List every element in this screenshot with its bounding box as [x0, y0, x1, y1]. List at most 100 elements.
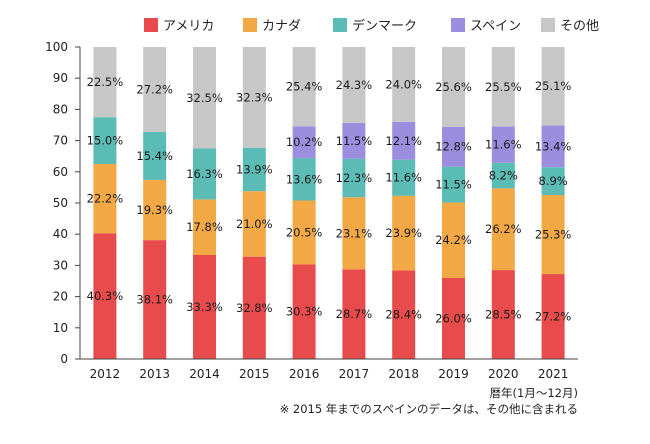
- bar-segment: [242, 47, 266, 148]
- bar-segment: [541, 47, 565, 126]
- bar-segment: [292, 158, 316, 201]
- y-tick-label: 70: [53, 134, 68, 148]
- data-label: 19.3%: [136, 203, 173, 217]
- data-label: 11.6%: [385, 171, 422, 185]
- data-label: 23.9%: [385, 226, 422, 240]
- x-tick-label: 2016: [289, 367, 320, 381]
- y-tick-label: 0: [60, 352, 68, 366]
- data-label: 21.0%: [236, 217, 273, 231]
- bar-segment: [143, 240, 167, 359]
- data-label: 12.1%: [385, 134, 422, 148]
- legend-label: カナダ: [262, 19, 301, 34]
- x-tick-label: 2019: [438, 367, 469, 381]
- x-tick-label: 2018: [388, 367, 419, 381]
- data-label: 11.6%: [485, 138, 522, 152]
- bar-segment: [143, 47, 167, 132]
- data-label: 27.2%: [136, 82, 173, 96]
- data-label: 24.2%: [435, 233, 472, 247]
- x-tick-label: 2017: [339, 367, 370, 381]
- data-label: 40.3%: [87, 289, 124, 303]
- y-tick-label: 90: [53, 71, 68, 85]
- data-label: 28.5%: [485, 308, 522, 322]
- data-label: 15.0%: [87, 134, 124, 148]
- legend-item: スペイン: [451, 18, 521, 34]
- bar-segment: [292, 47, 316, 127]
- bar-segment: [491, 270, 515, 359]
- legend-label: スペイン: [470, 19, 521, 34]
- bar-segment: [292, 200, 316, 265]
- data-label: 8.2%: [489, 169, 518, 183]
- x-axis-label: 暦年(1月〜12月): [490, 386, 578, 400]
- data-label: 25.3%: [535, 228, 572, 242]
- bar-segment: [491, 47, 515, 127]
- x-tick-label: 2012: [90, 367, 121, 381]
- bar-segment: [442, 126, 465, 167]
- bar-segment: [193, 47, 216, 149]
- x-tick-label: 2014: [189, 367, 220, 381]
- x-tick-label: 2015: [239, 367, 270, 381]
- data-label: 28.4%: [385, 308, 422, 322]
- legend-swatch: [541, 18, 555, 32]
- legend-swatch: [144, 18, 158, 32]
- y-tick-label: 20: [53, 290, 68, 304]
- data-label: 17.8%: [186, 220, 223, 234]
- data-label: 13.4%: [535, 139, 572, 153]
- bar-segment: [442, 166, 465, 203]
- bar-segment: [541, 195, 565, 275]
- x-tick-label: 2020: [488, 367, 519, 381]
- y-tick-label: 100: [45, 40, 68, 54]
- bar-segment: [541, 125, 565, 168]
- data-label: 26.0%: [435, 311, 472, 325]
- bar-segment: [392, 270, 416, 359]
- legend-item: デンマーク: [333, 18, 417, 34]
- x-tick-label: 2021: [538, 367, 569, 381]
- bar-segment: [93, 117, 117, 164]
- y-tick-label: 50: [53, 196, 68, 210]
- bar-segment: [143, 131, 167, 180]
- legend-swatch: [451, 18, 465, 32]
- bar-segment: [93, 164, 117, 234]
- bar-segment: [242, 147, 266, 192]
- data-label: 38.1%: [136, 293, 173, 307]
- bar-segment: [342, 158, 366, 198]
- data-label: 10.2%: [286, 135, 323, 149]
- bar-segment: [491, 126, 515, 163]
- bar-segment: [342, 122, 366, 159]
- bar-segment: [193, 255, 216, 359]
- bar-segment: [93, 233, 117, 359]
- y-tick-label: 30: [53, 258, 68, 272]
- bar-segment: [242, 256, 266, 359]
- y-tick-label: 40: [53, 227, 68, 241]
- bar-segment: [491, 162, 515, 189]
- bar-segment: [292, 126, 316, 159]
- data-label: 28.7%: [336, 307, 373, 321]
- data-label: 25.6%: [435, 80, 472, 94]
- data-label: 12.8%: [435, 140, 472, 154]
- data-label: 16.3%: [186, 167, 223, 181]
- data-label: 33.3%: [186, 300, 223, 314]
- data-label: 32.3%: [236, 90, 273, 104]
- legend-swatch: [243, 18, 257, 32]
- legend-item: カナダ: [243, 18, 301, 34]
- bars: [93, 47, 565, 359]
- data-label: 25.1%: [535, 79, 572, 93]
- data-labels: 40.3% 22.2% 15.0% 22.5% 38.1% 19.3% 15.4% 27.2%…: [87, 75, 572, 325]
- bar-segment: [442, 277, 465, 359]
- data-label: 11.5%: [435, 178, 472, 192]
- bar-segment: [342, 47, 366, 123]
- data-label: 24.0%: [385, 77, 422, 91]
- data-label: 26.2%: [485, 222, 522, 236]
- legend-label: アメリカ: [163, 19, 214, 34]
- bar-segment: [392, 159, 416, 196]
- data-label: 23.1%: [336, 226, 373, 240]
- bar-segment: [193, 199, 216, 255]
- bar-segment: [442, 47, 465, 127]
- x-tick-label: 2013: [139, 367, 170, 381]
- bar-segment: [541, 167, 565, 196]
- footnote: ※ 2015 年までのスペインのデータは、その他に含まれる: [280, 402, 578, 416]
- bar-segment: [342, 197, 366, 270]
- data-label: 12.3%: [336, 171, 373, 185]
- data-label: 20.5%: [286, 225, 323, 239]
- legend-item: アメリカ: [144, 18, 214, 34]
